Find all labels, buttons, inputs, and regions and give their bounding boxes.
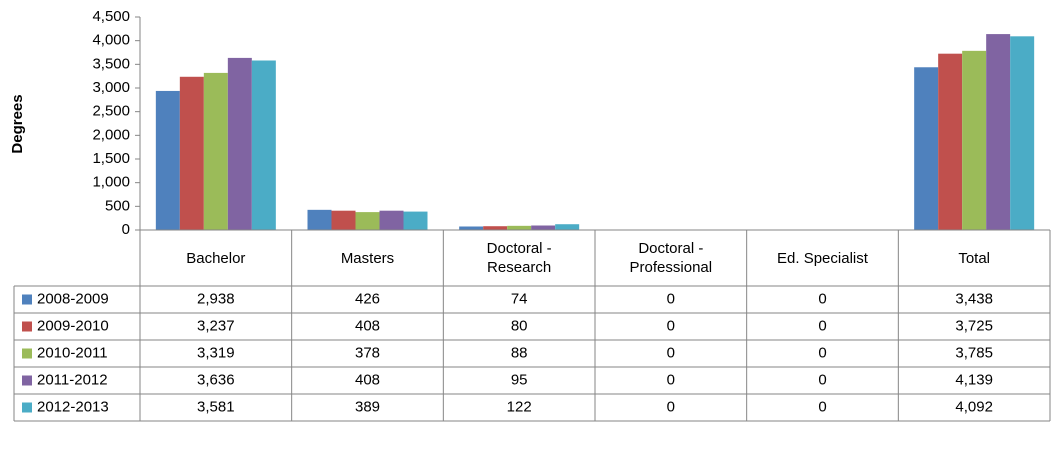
bar: [986, 34, 1011, 230]
category-label: Masters: [292, 230, 444, 286]
legend-label: 2009-2010: [37, 317, 109, 334]
table-value: 408: [355, 317, 380, 334]
legend-key: [22, 294, 32, 305]
table-value: 0: [818, 290, 826, 307]
category-label: Doctoral - Research: [443, 230, 595, 286]
bar: [203, 72, 228, 230]
bar: [531, 225, 556, 230]
table-value: 3,725: [955, 317, 993, 334]
bar: [938, 53, 963, 230]
table-value: 3,319: [197, 344, 235, 361]
table-value: 408: [355, 371, 380, 388]
legend-label: 2011-2012: [37, 371, 108, 388]
bar: [507, 225, 532, 230]
table-value: 378: [355, 344, 380, 361]
table-value: 0: [667, 344, 675, 361]
table-value: 0: [818, 371, 826, 388]
table-value: 80: [511, 317, 528, 334]
y-axis-title: Degrees: [9, 94, 26, 153]
y-tick-label: 1,500: [92, 150, 130, 167]
table-value: 3,237: [197, 317, 235, 334]
bar: [355, 212, 380, 230]
table-value: 0: [667, 290, 675, 307]
legend-label: 2012-2013: [37, 398, 109, 415]
bar: [914, 67, 939, 230]
bar: [962, 50, 987, 230]
legend-key: [22, 348, 32, 359]
y-tick-label: 3,500: [92, 55, 130, 72]
category-label: Ed. Specialist: [747, 230, 899, 286]
legend-key: [22, 375, 32, 386]
bar: [379, 210, 404, 230]
table-value: 3,785: [955, 344, 993, 361]
category-text: Ed. Specialist: [777, 249, 868, 267]
y-tick-label: 500: [105, 197, 130, 214]
table-value: 4,139: [955, 371, 993, 388]
y-tick-label: 2,000: [92, 126, 130, 143]
category-text: Doctoral - Research: [486, 240, 552, 276]
table-value: 0: [667, 317, 675, 334]
y-tick-label: 4,500: [92, 8, 130, 25]
category-label: Bachelor: [140, 230, 292, 286]
table-value: 389: [355, 398, 380, 415]
bar: [179, 76, 204, 230]
table-value: 0: [818, 344, 826, 361]
table-value: 0: [667, 371, 675, 388]
table-value: 3,636: [197, 371, 235, 388]
category-text: Masters: [340, 249, 395, 267]
bar: [331, 210, 356, 230]
legend-label: 2010-2011: [37, 344, 108, 361]
bar: [459, 226, 484, 230]
category-text: Doctoral - Professional: [629, 240, 713, 276]
y-tick-label: 3,000: [92, 79, 130, 96]
category-text: Bachelor: [186, 249, 246, 267]
legend-key: [22, 402, 32, 413]
category-label: Total: [898, 230, 1050, 286]
table-value: 3,438: [955, 290, 993, 307]
legend-key: [22, 321, 32, 332]
bar: [555, 224, 580, 230]
y-tick-label: 2,500: [92, 103, 130, 120]
bar: [307, 209, 332, 230]
table-value: 0: [667, 398, 675, 415]
category-label: Doctoral - Professional: [595, 230, 747, 286]
bar: [483, 226, 508, 230]
y-tick-label: 4,000: [92, 32, 130, 49]
table-value: 0: [818, 398, 826, 415]
category-text: Total: [958, 249, 990, 267]
table-value: 122: [507, 398, 532, 415]
table-value: 88: [511, 344, 528, 361]
table-value: 74: [511, 290, 528, 307]
bar: [251, 60, 276, 231]
table-value: 95: [511, 371, 528, 388]
table-value: 4,092: [955, 398, 993, 415]
bar: [227, 57, 252, 231]
table-value: 0: [818, 317, 826, 334]
y-tick-label: 0: [122, 221, 130, 238]
bar: [403, 211, 428, 230]
table-value: 3,581: [197, 398, 235, 415]
legend-label: 2008-2009: [37, 290, 109, 307]
bar: [155, 90, 180, 231]
y-tick-label: 1,000: [92, 174, 130, 191]
bar: [1010, 36, 1035, 231]
table-value: 2,938: [197, 290, 235, 307]
table-value: 426: [355, 290, 380, 307]
